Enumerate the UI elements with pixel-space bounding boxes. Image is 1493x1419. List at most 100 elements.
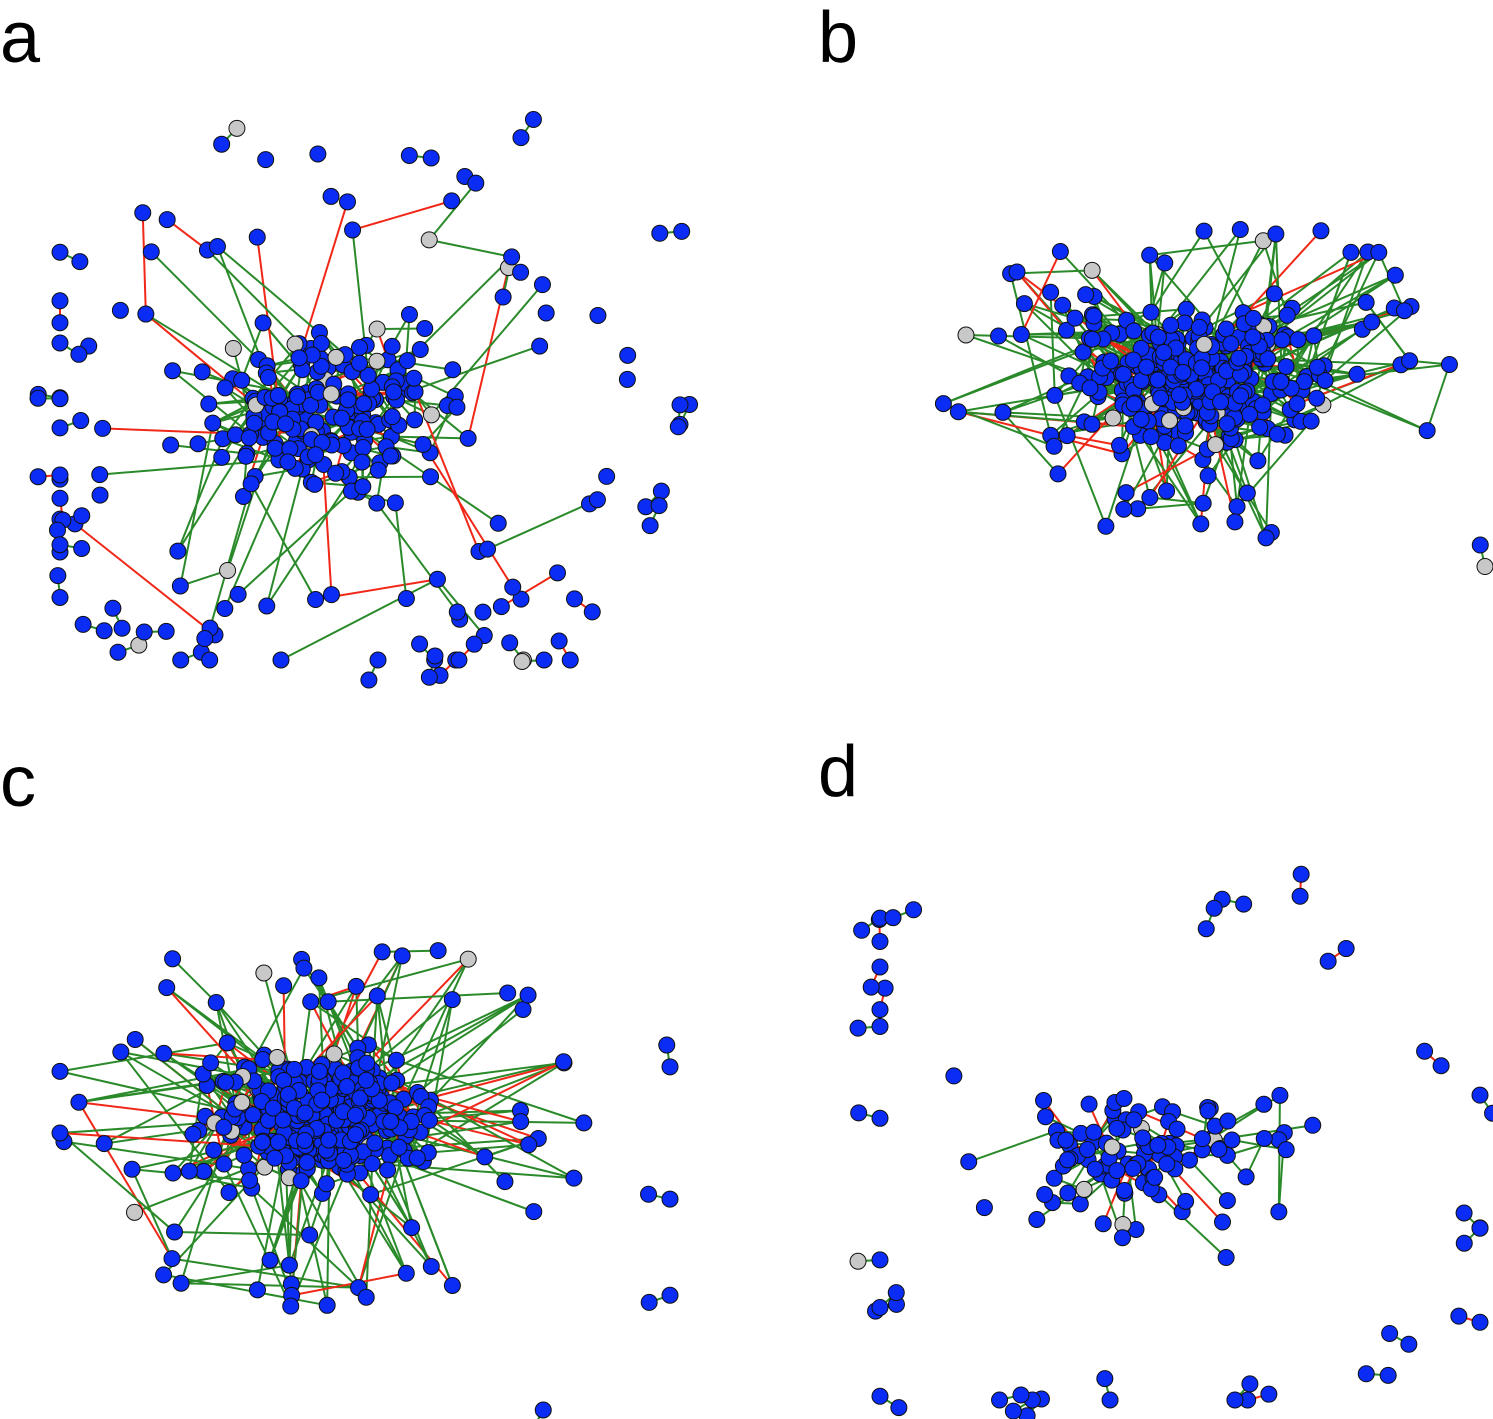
node — [237, 447, 255, 465]
node — [95, 622, 113, 640]
node — [1057, 1131, 1075, 1149]
nodes — [934, 221, 1493, 576]
edge — [365, 1163, 374, 1298]
node — [1304, 1116, 1322, 1134]
node — [871, 1298, 889, 1316]
node — [1113, 1229, 1131, 1247]
node — [1251, 418, 1269, 436]
node — [1075, 1180, 1093, 1198]
node — [158, 979, 176, 997]
node — [242, 475, 260, 493]
edge — [389, 1121, 413, 1228]
node — [282, 1297, 300, 1315]
node — [49, 567, 67, 585]
node — [259, 369, 277, 387]
node — [266, 439, 284, 457]
edge — [411, 392, 469, 440]
node — [555, 1053, 573, 1071]
node — [193, 363, 211, 381]
edge — [1066, 434, 1120, 447]
node — [274, 1111, 292, 1129]
node — [359, 366, 377, 384]
node — [307, 446, 325, 464]
node — [1156, 254, 1174, 272]
node — [420, 231, 438, 249]
node — [1348, 365, 1366, 383]
edge — [131, 1168, 173, 1260]
edge — [298, 201, 349, 359]
node — [218, 1034, 236, 1052]
node — [104, 599, 122, 617]
node — [1255, 1129, 1273, 1147]
network-a — [29, 111, 699, 689]
node — [934, 395, 952, 413]
node — [1238, 484, 1256, 502]
node — [383, 337, 401, 355]
node — [272, 651, 290, 669]
edge — [1265, 393, 1273, 538]
edge — [1245, 355, 1428, 432]
edge — [145, 313, 257, 406]
node — [213, 448, 231, 466]
node — [1104, 409, 1122, 427]
node — [496, 1173, 514, 1191]
node — [355, 395, 373, 413]
node — [1004, 1402, 1022, 1419]
node — [1471, 1086, 1489, 1104]
node — [871, 1109, 889, 1127]
edge — [958, 410, 1123, 455]
edge — [352, 199, 452, 231]
node — [70, 345, 88, 363]
node — [358, 420, 376, 438]
node — [1028, 1210, 1046, 1228]
node — [1181, 1151, 1199, 1169]
node — [465, 635, 483, 653]
node — [227, 426, 245, 444]
nodes — [29, 111, 699, 689]
node — [426, 647, 444, 665]
node — [1190, 318, 1208, 336]
node — [1012, 1386, 1030, 1404]
node — [1045, 1169, 1063, 1187]
node — [1177, 1192, 1195, 1210]
node — [525, 1203, 543, 1221]
edge — [1281, 274, 1396, 341]
node — [504, 578, 522, 596]
node — [164, 1164, 182, 1182]
node — [180, 1162, 198, 1180]
node — [905, 901, 923, 919]
edge — [1156, 262, 1166, 335]
node — [205, 1141, 223, 1159]
node — [1241, 1375, 1259, 1393]
node — [269, 1133, 287, 1151]
node — [29, 468, 47, 486]
node — [164, 362, 182, 380]
node — [338, 1078, 356, 1096]
node — [360, 671, 378, 689]
node — [1357, 1365, 1375, 1383]
node — [669, 418, 687, 436]
node — [443, 1276, 461, 1294]
node — [1212, 393, 1230, 411]
node — [1455, 1204, 1473, 1222]
node — [224, 339, 242, 357]
edge — [429, 994, 529, 1101]
edge — [429, 238, 512, 258]
node — [849, 1019, 867, 1037]
node — [499, 984, 517, 1002]
node — [1125, 322, 1143, 340]
node — [357, 1071, 375, 1089]
node — [51, 1062, 69, 1080]
node — [301, 1226, 319, 1244]
node — [1155, 343, 1173, 361]
panel-label: a — [0, 0, 41, 78]
node — [258, 597, 276, 615]
node — [201, 651, 219, 669]
node — [351, 354, 369, 372]
node — [420, 1111, 438, 1129]
node — [1059, 1151, 1077, 1169]
node — [1111, 436, 1129, 454]
node — [534, 1401, 552, 1419]
node — [512, 263, 530, 281]
node — [1210, 1140, 1228, 1158]
